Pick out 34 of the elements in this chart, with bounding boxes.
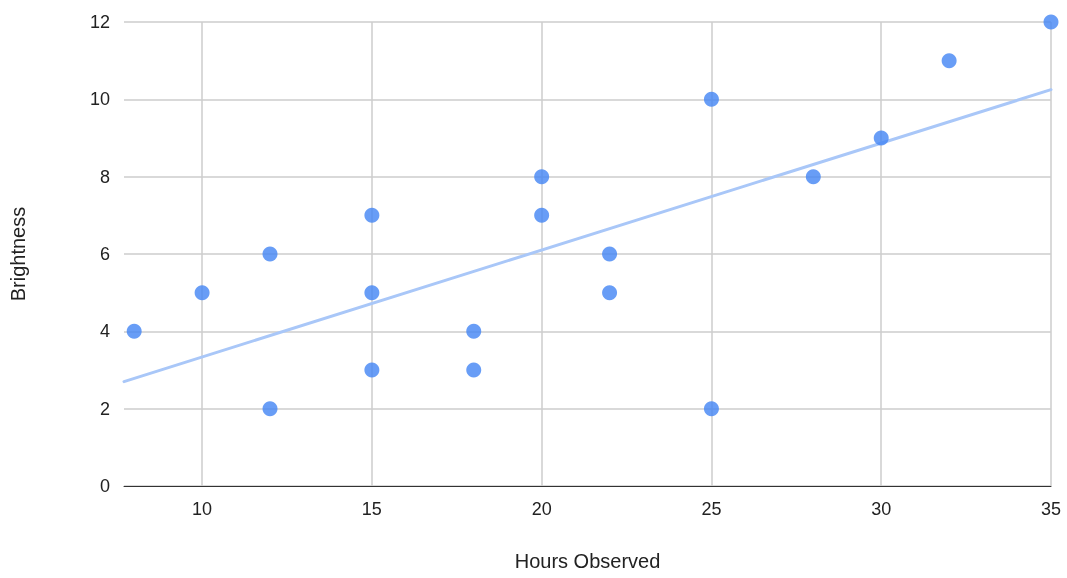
y-tick-label: 12	[89, 12, 110, 32]
point	[126, 323, 142, 339]
x-tick-label: 10	[192, 499, 213, 519]
y-tick-label: 4	[99, 321, 110, 342]
x-tick-label: 35	[1040, 499, 1062, 519]
point	[534, 207, 550, 223]
point	[873, 130, 889, 146]
y-tick-label: 8	[99, 166, 110, 187]
point	[262, 246, 278, 262]
point	[703, 401, 719, 417]
y-axis-title: Brightness	[7, 206, 29, 302]
point	[194, 285, 210, 301]
x-tick-label: 25	[701, 499, 722, 519]
point	[941, 53, 957, 69]
point	[466, 362, 482, 378]
point	[1043, 14, 1059, 30]
point	[364, 285, 380, 301]
point	[364, 207, 380, 223]
y-tick-label: 6	[99, 244, 110, 264]
point	[364, 362, 380, 378]
y-tick-label: 10	[89, 89, 110, 110]
point	[602, 285, 618, 301]
x-axis-title: Hours Observed	[514, 550, 661, 572]
point	[805, 169, 821, 185]
point	[703, 91, 719, 107]
point	[262, 401, 278, 417]
x-tick-label: 15	[361, 499, 382, 519]
x-tick-label: 30	[871, 499, 892, 519]
x-tick-label: 20	[531, 499, 552, 519]
y-tick-label: 2	[99, 398, 110, 419]
y-tick-label: 0	[99, 476, 110, 496]
point	[466, 323, 482, 339]
point	[534, 169, 550, 185]
point	[602, 246, 618, 262]
